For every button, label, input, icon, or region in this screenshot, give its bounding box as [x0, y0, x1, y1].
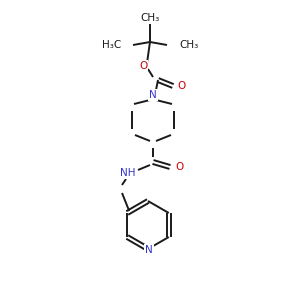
- Text: H₃C: H₃C: [102, 40, 121, 50]
- Text: O: O: [178, 81, 186, 91]
- Text: N: N: [145, 245, 153, 255]
- Text: N: N: [149, 90, 157, 100]
- Text: CH₃: CH₃: [140, 13, 160, 23]
- Text: CH₃: CH₃: [179, 40, 198, 50]
- Text: NH: NH: [120, 168, 136, 178]
- Text: O: O: [175, 162, 183, 172]
- Text: O: O: [139, 61, 147, 71]
